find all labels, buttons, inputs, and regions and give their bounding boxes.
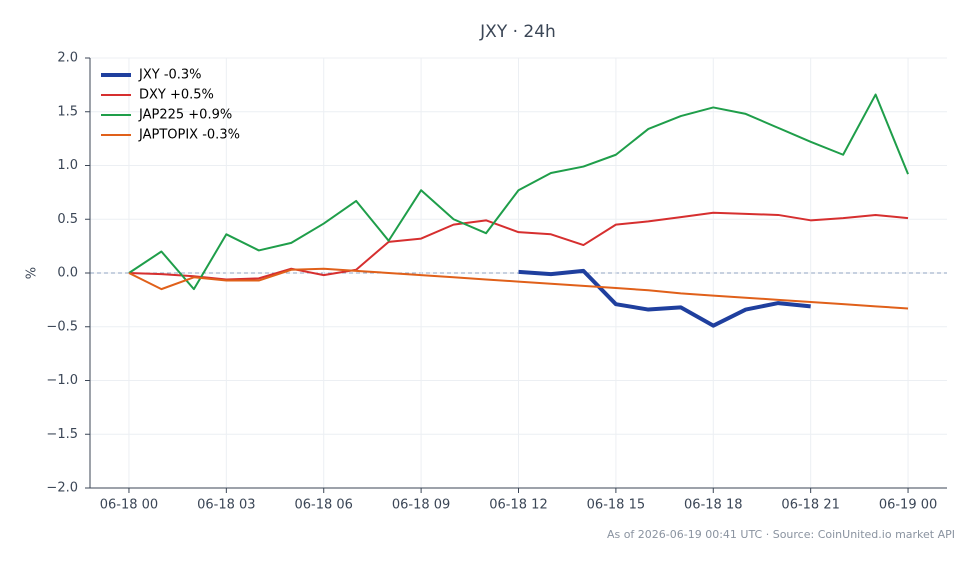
legend-label: DXY +0.5% (139, 88, 214, 103)
legend-label: JAPTOPIX -0.3% (138, 128, 240, 143)
series-line (518, 268, 811, 328)
y-tick-label: −2.0 (46, 481, 78, 496)
y-tick-label: −1.0 (46, 373, 78, 388)
footnote: As of 2026-06-19 00:41 UTC · Source: Coi… (607, 528, 955, 541)
y-tick-label: −1.5 (46, 427, 78, 442)
series-line (128, 267, 909, 310)
legend-label: JXY -0.3% (138, 68, 202, 83)
x-tick-label: 06-18 03 (197, 498, 255, 513)
legend-label: JAP225 +0.9% (138, 108, 232, 123)
y-tick-label: 2.0 (57, 51, 78, 66)
x-tick-label: 06-19 00 (879, 498, 937, 513)
x-tick-label: 06-18 12 (489, 498, 547, 513)
y-tick-label: 0.0 (57, 266, 78, 281)
y-axis-label: % (25, 267, 40, 279)
chart-title: JXY · 24h (479, 22, 556, 42)
y-tick-label: 1.5 (57, 104, 78, 119)
x-tick-label: 06-18 18 (684, 498, 742, 513)
series-line (128, 211, 909, 281)
x-tick-label: 06-18 21 (781, 498, 839, 513)
x-tick-label: 06-18 06 (295, 498, 353, 513)
x-tick-label: 06-18 00 (100, 498, 158, 513)
x-tick-label: 06-18 09 (392, 498, 450, 513)
x-tick-label: 06-18 15 (587, 498, 645, 513)
y-tick-label: 1.0 (57, 158, 78, 173)
y-tick-label: −0.5 (46, 319, 78, 334)
y-tick-label: 0.5 (57, 212, 78, 227)
series-line (128, 93, 909, 291)
